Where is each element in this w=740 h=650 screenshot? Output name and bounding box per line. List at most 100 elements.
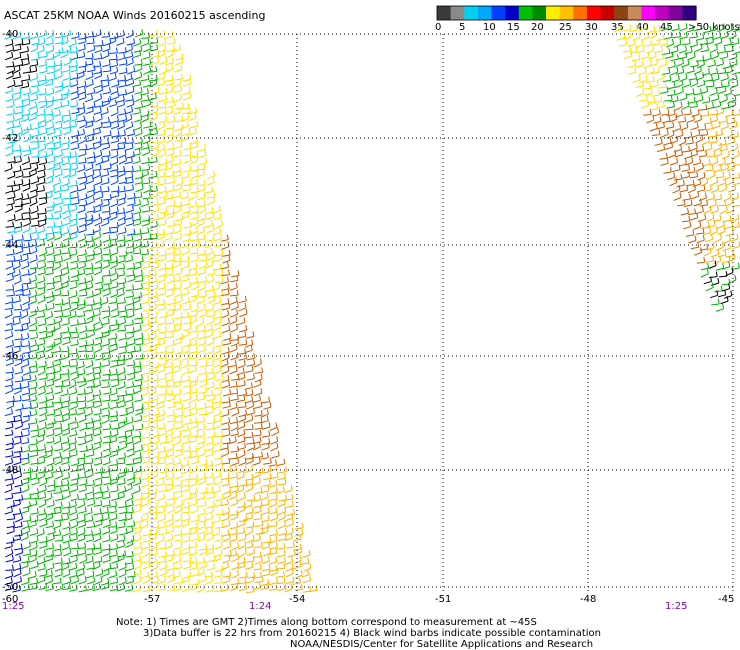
wind-barb <box>731 150 740 159</box>
wind-barb <box>85 291 94 299</box>
wind-barb <box>5 94 14 102</box>
wind-barb <box>23 148 32 157</box>
wind-barb <box>222 575 231 584</box>
wind-barb <box>709 68 719 75</box>
wind-barb <box>221 380 231 389</box>
wind-barb <box>238 302 247 312</box>
wind-barb <box>5 61 15 68</box>
wind-barb <box>53 130 62 138</box>
wind-barb <box>158 318 167 326</box>
wind-barb <box>214 570 223 578</box>
wind-barb <box>695 228 705 235</box>
wind-barb <box>94 479 103 487</box>
wind-barb <box>14 494 24 502</box>
wind-barb <box>182 234 191 243</box>
wind-barb <box>133 45 143 53</box>
wind-barb <box>212 322 221 332</box>
wind-barb <box>61 297 71 306</box>
wind-barb <box>133 452 142 460</box>
wind-barb <box>730 214 740 222</box>
wind-barb <box>143 323 152 333</box>
wind-barb <box>723 39 732 47</box>
wind-barb <box>117 452 127 460</box>
wind-barb <box>36 351 45 360</box>
wind-barb <box>149 421 159 429</box>
wind-barb <box>46 30 55 40</box>
wind-barb <box>29 73 39 82</box>
wind-barb <box>190 290 200 298</box>
wind-barb <box>223 486 232 495</box>
wind-barb <box>220 584 229 592</box>
wind-barb <box>167 116 176 123</box>
wind-barb <box>69 348 78 355</box>
wind-barb <box>231 553 240 563</box>
wind-barb <box>174 73 183 81</box>
wind-barb <box>704 234 714 243</box>
wind-barb <box>38 582 48 591</box>
wind-barb <box>156 422 166 430</box>
wind-barb <box>126 448 135 458</box>
wind-barb <box>61 423 70 432</box>
wind-barb <box>142 507 151 516</box>
wind-barb <box>158 218 167 227</box>
wind-barb <box>71 107 80 115</box>
wind-barb <box>287 549 296 558</box>
wind-barb <box>238 353 248 361</box>
wind-barb <box>639 75 648 83</box>
wind-barb <box>214 430 224 438</box>
wind-barb <box>141 410 151 418</box>
wind-barb <box>12 72 21 80</box>
wind-barb <box>37 338 46 347</box>
wind-barb <box>79 478 88 486</box>
wind-barb <box>61 137 70 145</box>
wind-barb <box>623 32 632 40</box>
wind-barb <box>670 54 679 62</box>
wind-barb <box>694 247 703 256</box>
wind-barb <box>278 583 287 591</box>
wind-barb <box>94 322 103 331</box>
wind-barb <box>94 80 103 89</box>
wind-barb <box>22 567 31 577</box>
wind-barb <box>182 429 192 438</box>
wind-barb <box>39 407 48 417</box>
wind-barb <box>198 544 208 551</box>
legend-swatch <box>532 6 547 20</box>
wind-barb <box>102 249 111 256</box>
wind-barb <box>21 387 31 396</box>
wind-barb <box>4 583 14 591</box>
wind-barb <box>45 149 54 158</box>
wind-barb <box>28 554 37 563</box>
wind-barb <box>260 452 269 460</box>
wind-barb <box>172 107 181 115</box>
wind-barb <box>158 66 168 75</box>
wind-barb <box>84 94 93 103</box>
wind-barb <box>149 501 158 509</box>
wind-barb <box>15 100 24 109</box>
wind-barb <box>198 205 207 214</box>
wind-barb <box>15 354 24 361</box>
wind-barb <box>695 55 705 62</box>
wind-barb <box>85 548 94 556</box>
wind-barb <box>292 534 302 542</box>
wind-barb <box>109 54 118 61</box>
wind-barb <box>278 512 286 522</box>
wind-barb <box>191 579 200 586</box>
wind-barb <box>93 408 102 416</box>
wind-barb <box>622 45 632 53</box>
wind-barb <box>229 296 238 306</box>
wind-barb <box>277 473 286 480</box>
wind-barb <box>237 420 246 430</box>
wind-barb <box>300 557 310 565</box>
wind-barb <box>689 171 699 179</box>
wind-barb <box>149 241 158 250</box>
wind-barb <box>720 73 729 82</box>
wind-barb <box>21 340 31 348</box>
wind-barb <box>158 451 168 459</box>
wind-barb <box>237 428 246 438</box>
wind-barb <box>149 156 158 163</box>
wind-barb <box>150 430 160 439</box>
wind-barb <box>189 277 198 285</box>
wind-barb <box>69 327 78 334</box>
wind-barb <box>142 147 151 156</box>
wind-barb <box>238 295 247 304</box>
